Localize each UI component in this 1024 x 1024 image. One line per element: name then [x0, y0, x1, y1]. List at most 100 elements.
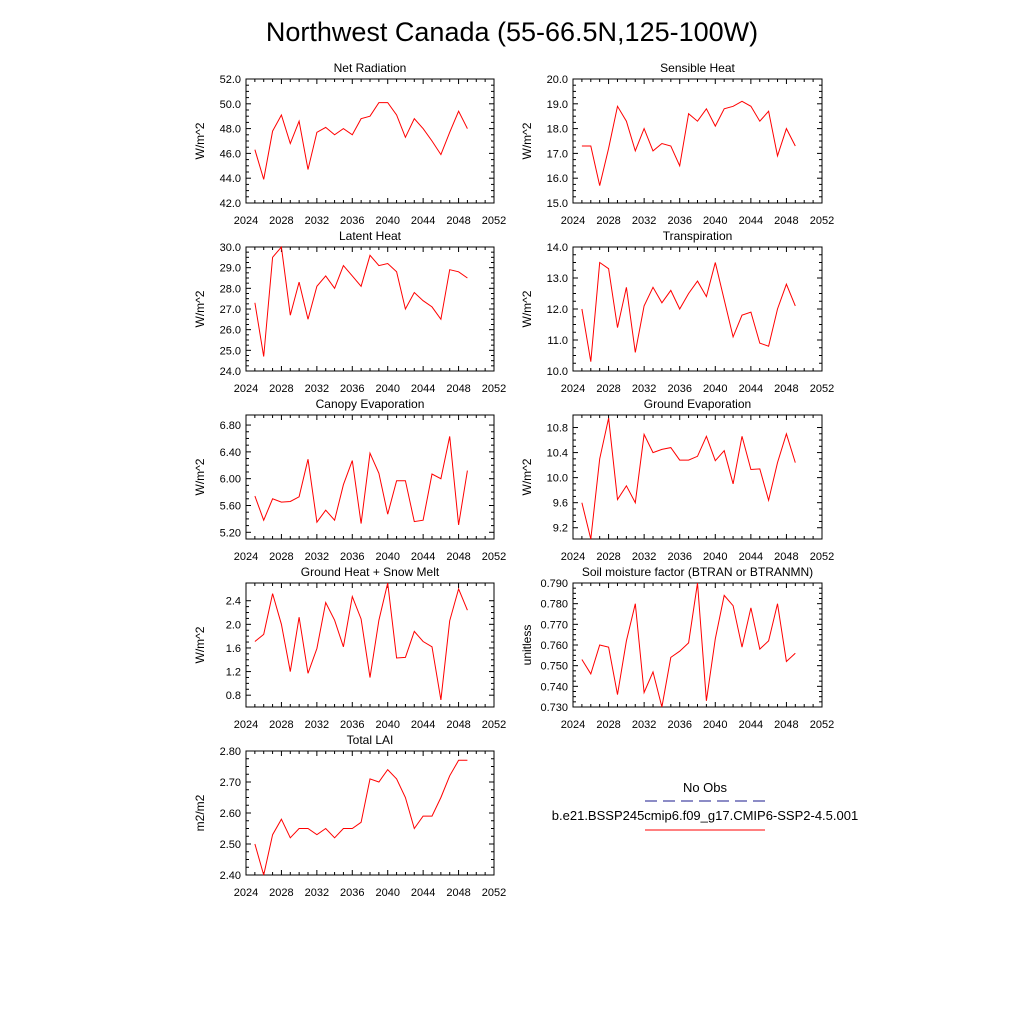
x-tick-label: 2048: [446, 887, 470, 899]
y-tick-label: 24.0: [220, 366, 241, 378]
y-tick-label: 10.0: [547, 473, 568, 485]
x-tick-label: 2024: [561, 215, 585, 227]
y-tick-label: 0.730: [540, 702, 568, 714]
x-tick-label: 2036: [667, 383, 691, 395]
y-axis-label: W/m^2: [193, 626, 207, 663]
x-tick-label: 2040: [703, 719, 727, 731]
y-tick-label: 0.760: [540, 640, 568, 652]
y-tick-label: 1.6: [226, 643, 241, 655]
y-tick-label: 2.0: [226, 619, 241, 631]
series-line: [254, 102, 468, 180]
y-tick-label: 50.0: [220, 99, 241, 111]
x-tick-label: 2044: [739, 383, 763, 395]
y-tick-label: 13.0: [547, 273, 568, 285]
x-tick-label: 2040: [375, 719, 399, 731]
y-tick-label: 15.0: [547, 198, 568, 210]
x-tick-label: 2048: [774, 383, 798, 395]
panel-7: Soil moisture factor (BTRAN or BTRANMN) 2…: [520, 565, 834, 731]
y-axis-label: W/m^2: [193, 458, 207, 495]
panel-4: Canopy Evaporation 2024 2028 2032 2036 2040 20…: [193, 397, 506, 563]
x-tick-label: 2052: [810, 551, 834, 563]
x-tick-label: 2044: [411, 887, 435, 899]
x-tick-label: 2044: [739, 719, 763, 731]
series-line: [581, 417, 796, 540]
y-axis-label: W/m^2: [520, 122, 534, 159]
y-axis-label: W/m^2: [520, 458, 534, 495]
y-tick-label: 10.0: [547, 366, 568, 378]
y-tick-label: 5.60: [220, 500, 241, 512]
series-line: [254, 245, 468, 357]
y-tick-label: 10.4: [547, 448, 568, 460]
y-tick-label: 6.40: [220, 447, 241, 459]
legend: No Obs b.e21.BSSP245cmip6.f09_g17.CMIP6-…: [552, 780, 858, 831]
x-tick-label: 2040: [375, 383, 399, 395]
x-tick-label: 2040: [703, 551, 727, 563]
panel-title: Ground Heat + Snow Melt: [301, 565, 440, 579]
x-tick-label: 2048: [774, 719, 798, 731]
panel-title: Transpiration: [663, 229, 733, 243]
panel-title: Ground Evaporation: [644, 397, 751, 411]
y-axis-label: unitless: [520, 625, 534, 666]
x-tick-label: 2052: [482, 383, 506, 395]
panels-grid: Net Radiation 2024 2028 2032 2036 2040 2044 204…: [193, 61, 834, 899]
plot-frame: [245, 78, 495, 204]
x-tick-label: 2036: [340, 383, 364, 395]
x-tick-label: 2032: [305, 383, 329, 395]
x-tick-label: 2028: [269, 383, 293, 395]
y-tick-label: 46.0: [220, 148, 241, 160]
series-line: [254, 759, 468, 876]
x-tick-label: 2052: [482, 887, 506, 899]
x-tick-label: 2048: [774, 551, 798, 563]
x-tick-label: 2028: [596, 215, 620, 227]
y-tick-label: 29.0: [220, 263, 241, 275]
x-tick-label: 2044: [739, 215, 763, 227]
plot-frame: [572, 246, 823, 372]
y-tick-label: 9.6: [553, 498, 568, 510]
panel-2: Latent Heat 2024 2028 2032 2036 2040 2044 2048 2…: [193, 229, 506, 395]
x-tick-label: 2044: [411, 719, 435, 731]
x-tick-label: 2036: [667, 215, 691, 227]
y-tick-label: 0.740: [540, 681, 568, 693]
plot-frame: [245, 414, 495, 540]
x-tick-label: 2036: [340, 719, 364, 731]
x-tick-label: 2040: [375, 551, 399, 563]
x-tick-label: 2048: [446, 719, 470, 731]
y-tick-label: 14.0: [547, 242, 568, 254]
x-tick-label: 2048: [446, 383, 470, 395]
y-tick-label: 48.0: [220, 124, 241, 136]
x-tick-label: 2024: [561, 719, 585, 731]
y-axis-label: m2/m2: [193, 794, 207, 831]
x-tick-label: 2048: [446, 215, 470, 227]
panel-title: Total LAI: [347, 733, 394, 747]
y-axis-label: W/m^2: [193, 290, 207, 327]
x-tick-label: 2024: [561, 383, 585, 395]
x-tick-label: 2024: [234, 215, 258, 227]
y-tick-label: 0.770: [540, 619, 568, 631]
legend-model-label: b.e21.BSSP245cmip6.f09_g17.CMIP6-SSP2-4.…: [552, 808, 858, 823]
y-tick-label: 42.0: [220, 198, 241, 210]
y-tick-label: 2.4: [226, 596, 241, 608]
y-tick-label: 44.0: [220, 173, 241, 185]
x-tick-label: 2044: [411, 215, 435, 227]
y-tick-label: 28.0: [220, 283, 241, 295]
y-tick-label: 27.0: [220, 304, 241, 316]
y-tick-label: 0.750: [540, 661, 568, 673]
figure-title: Northwest Canada (55-66.5N,125-100W): [266, 17, 758, 47]
x-tick-label: 2032: [632, 383, 656, 395]
x-tick-label: 2044: [411, 551, 435, 563]
x-tick-label: 2024: [234, 887, 258, 899]
y-tick-label: 30.0: [220, 242, 241, 254]
x-tick-label: 2028: [596, 383, 620, 395]
x-tick-label: 2028: [596, 551, 620, 563]
x-tick-label: 2032: [305, 551, 329, 563]
y-tick-label: 26.0: [220, 325, 241, 337]
panel-3: Transpiration 2024 2028 2032 2036 2040 2044 204…: [520, 229, 834, 395]
x-tick-label: 2052: [482, 215, 506, 227]
legend-obs-label: No Obs: [683, 780, 728, 795]
panel-title: Soil moisture factor (BTRAN or BTRANMN): [582, 565, 813, 579]
y-tick-label: 0.8: [226, 690, 241, 702]
x-tick-label: 2032: [305, 887, 329, 899]
x-tick-label: 2052: [810, 215, 834, 227]
plot-frame: [245, 246, 495, 372]
x-tick-label: 2048: [446, 551, 470, 563]
